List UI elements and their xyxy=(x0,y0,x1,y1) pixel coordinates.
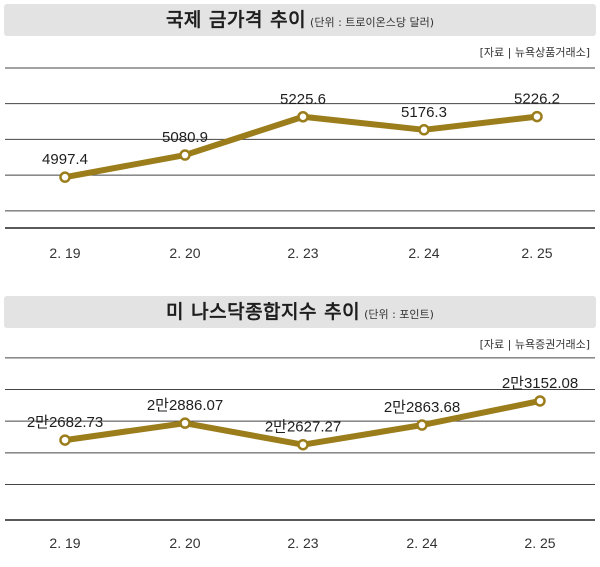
data-point xyxy=(531,110,543,123)
data-point xyxy=(59,171,71,183)
data-point xyxy=(179,417,191,429)
data-point xyxy=(534,395,546,407)
gold-line-chart: 4997.4 2. 19 5080.9 2. 20 5225.6 2. 23 5176.3 2… xyxy=(5,67,595,261)
x-tick-label: 2. 25 xyxy=(524,535,555,551)
nasdaq-title-bar: 미 나스닥종합지수 추이 (단위 : 포인트) xyxy=(4,296,596,328)
data-label: 2만2886.07 xyxy=(147,397,223,414)
x-tick-label: 2. 19 xyxy=(49,245,80,261)
data-point xyxy=(59,434,71,446)
data-point xyxy=(416,419,428,431)
data-label: 5225.6 xyxy=(280,91,326,108)
data-label: 2만2863.68 xyxy=(384,399,460,416)
data-label: 2만3152.08 xyxy=(502,375,578,392)
x-tick-label: 2. 24 xyxy=(406,535,437,551)
x-tick-label: 2. 19 xyxy=(49,535,80,551)
x-tick-label: 2. 23 xyxy=(287,245,318,261)
gold-title-bar: 국제 금가격 추이 (단위 : 트로이온스당 달러) xyxy=(4,4,596,36)
chart-unit: (단위 : 포인트) xyxy=(364,308,434,321)
data-point xyxy=(297,438,309,451)
gold-price-panel: 국제 금가격 추이 (단위 : 트로이온스당 달러) [자료 | 뉴욕상품거래소]… xyxy=(4,4,596,261)
chart-source: [자료 | 뉴욕상품거래소] xyxy=(479,46,590,59)
data-label: 5080.9 xyxy=(162,129,208,146)
chart-source: [자료 | 뉴욕증권거래소] xyxy=(479,338,590,351)
x-tick-label: 2. 20 xyxy=(169,535,200,551)
x-tick-label: 2. 24 xyxy=(408,245,439,261)
x-tick-label: 2. 23 xyxy=(287,535,318,551)
data-label: 5226.2 xyxy=(514,91,560,108)
x-tick-label: 2. 20 xyxy=(169,245,200,261)
data-label: 2만2627.27 xyxy=(265,419,341,436)
data-label: 4997.4 xyxy=(42,151,88,168)
chart-title: 국제 금가격 추이 xyxy=(165,9,307,31)
nasdaq-line-chart: 2만2682.73 2. 19 2만2886.07 2. 20 2만2627.27 2. … xyxy=(5,357,595,551)
data-label: 2만2682.73 xyxy=(27,414,103,431)
data-point xyxy=(418,124,430,136)
data-label: 5176.3 xyxy=(401,104,447,121)
chart-title: 미 나스닥종합지수 추이 xyxy=(166,301,361,323)
series-line xyxy=(62,113,540,181)
x-tick-label: 2. 25 xyxy=(521,245,552,261)
nasdaq-index-panel: 미 나스닥종합지수 추이 (단위 : 포인트) [자료 | 뉴욕증권거래소] 2만… xyxy=(0,292,600,567)
chart-unit: (단위 : 트로이온스당 달러) xyxy=(310,16,435,29)
data-point xyxy=(179,149,191,161)
data-point xyxy=(297,111,309,123)
